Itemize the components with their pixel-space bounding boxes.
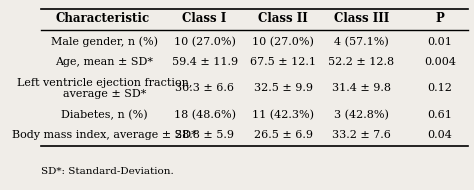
Text: Body mass index, average ± SD*: Body mass index, average ± SD* [12,130,197,140]
Text: 0.004: 0.004 [424,57,456,67]
Text: Age, mean ± SD*: Age, mean ± SD* [55,57,154,67]
Text: 11 (42.3%): 11 (42.3%) [252,109,314,120]
Text: 67.5 ± 12.1: 67.5 ± 12.1 [250,57,316,67]
Text: 0.61: 0.61 [428,110,452,120]
Text: Class III: Class III [334,12,389,25]
Text: 31.4 ± 9.8: 31.4 ± 9.8 [332,83,391,93]
Text: 0.04: 0.04 [428,130,452,140]
Text: SD*: Standard-Deviation.: SD*: Standard-Deviation. [41,167,174,176]
Text: 52.2 ± 12.8: 52.2 ± 12.8 [328,57,394,67]
Text: Class II: Class II [258,12,308,25]
Text: 10 (27.0%): 10 (27.0%) [173,36,236,47]
Text: 33.2 ± 7.6: 33.2 ± 7.6 [332,130,391,140]
Text: 0.01: 0.01 [428,37,452,47]
Text: 32.5 ± 9.9: 32.5 ± 9.9 [254,83,312,93]
Text: 28.8 ± 5.9: 28.8 ± 5.9 [175,130,234,140]
Text: Characteristic: Characteristic [55,12,149,25]
Text: 10 (27.0%): 10 (27.0%) [252,36,314,47]
Text: Male gender, n (%): Male gender, n (%) [51,36,158,47]
Text: Class I: Class I [182,12,227,25]
Text: P: P [436,12,444,25]
Text: Diabetes, n (%): Diabetes, n (%) [61,109,148,120]
Text: 4 (57.1%): 4 (57.1%) [334,36,389,47]
Text: Left ventricle ejection fraction,
average ± SD*: Left ventricle ejection fraction, averag… [17,78,192,99]
Text: 59.4 ± 11.9: 59.4 ± 11.9 [172,57,237,67]
Text: 0.12: 0.12 [428,83,452,93]
Text: 26.5 ± 6.9: 26.5 ± 6.9 [254,130,312,140]
Text: 3 (42.8%): 3 (42.8%) [334,109,389,120]
Text: 36.3 ± 6.6: 36.3 ± 6.6 [175,83,234,93]
Text: 18 (48.6%): 18 (48.6%) [173,109,236,120]
